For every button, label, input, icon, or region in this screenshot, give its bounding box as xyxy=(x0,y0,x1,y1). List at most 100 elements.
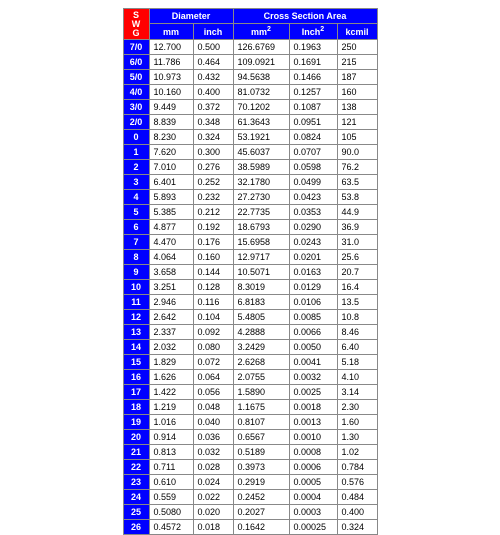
cell-mm2: 70.1202 xyxy=(233,100,289,115)
cell-inch: 0.160 xyxy=(193,250,233,265)
cell-inch: 0.144 xyxy=(193,265,233,280)
cell-mm: 11.786 xyxy=(149,55,193,70)
cell-swg: 0 xyxy=(123,130,149,145)
cell-mm2: 8.3019 xyxy=(233,280,289,295)
cell-inch: 0.348 xyxy=(193,115,233,130)
cell-kcmil: 1.30 xyxy=(337,430,377,445)
wire-gauge-table: SWG Diameter Cross Section Area mm inch … xyxy=(123,8,378,535)
cell-kcmil: 25.6 xyxy=(337,250,377,265)
cell-inch: 0.464 xyxy=(193,55,233,70)
cell-mm: 0.5080 xyxy=(149,505,193,520)
cell-inch2: 0.0201 xyxy=(289,250,337,265)
table-row: 84.0640.16012.97170.020125.6 xyxy=(123,250,377,265)
cell-mm2: 3.2429 xyxy=(233,340,289,355)
cell-mm2: 15.6958 xyxy=(233,235,289,250)
header-diameter: Diameter xyxy=(149,9,233,24)
cell-swg: 5 xyxy=(123,205,149,220)
cell-kcmil: 2.30 xyxy=(337,400,377,415)
table-row: 220.7110.0280.39730.00060.784 xyxy=(123,460,377,475)
cell-inch2: 0.1087 xyxy=(289,100,337,115)
cell-mm: 1.422 xyxy=(149,385,193,400)
cell-inch: 0.128 xyxy=(193,280,233,295)
table-row: 142.0320.0803.24290.00506.40 xyxy=(123,340,377,355)
cell-kcmil: 1.60 xyxy=(337,415,377,430)
cell-swg: 14 xyxy=(123,340,149,355)
table-row: 55.3850.21222.77350.035344.9 xyxy=(123,205,377,220)
cell-mm2: 32.1780 xyxy=(233,175,289,190)
cell-kcmil: 105 xyxy=(337,130,377,145)
cell-inch: 0.192 xyxy=(193,220,233,235)
cell-kcmil: 16.4 xyxy=(337,280,377,295)
cell-mm2: 4.2888 xyxy=(233,325,289,340)
cell-mm: 10.160 xyxy=(149,85,193,100)
wire-gauge-table-container: SWG Diameter Cross Section Area mm inch … xyxy=(123,8,378,500)
table-row: 171.4220.0561.58900.00253.14 xyxy=(123,385,377,400)
cell-kcmil: 187 xyxy=(337,70,377,85)
cell-mm: 1.626 xyxy=(149,370,193,385)
cell-inch2: 0.0499 xyxy=(289,175,337,190)
cell-inch: 0.400 xyxy=(193,85,233,100)
table-row: 64.8770.19218.67930.029036.9 xyxy=(123,220,377,235)
cell-mm: 5.385 xyxy=(149,205,193,220)
cell-mm2: 5.4805 xyxy=(233,310,289,325)
cell-swg: 6 xyxy=(123,220,149,235)
cell-inch: 0.212 xyxy=(193,205,233,220)
cell-mm2: 81.0732 xyxy=(233,85,289,100)
cell-inch: 0.072 xyxy=(193,355,233,370)
cell-swg: 17 xyxy=(123,385,149,400)
table-row: 103.2510.1288.30190.012916.4 xyxy=(123,280,377,295)
cell-swg: 7/0 xyxy=(123,40,149,55)
cell-mm2: 18.6793 xyxy=(233,220,289,235)
cell-mm2: 0.2919 xyxy=(233,475,289,490)
cell-swg: 23 xyxy=(123,475,149,490)
cell-inch2: 0.0005 xyxy=(289,475,337,490)
cell-inch: 0.300 xyxy=(193,145,233,160)
cell-kcmil: 6.40 xyxy=(337,340,377,355)
cell-inch: 0.024 xyxy=(193,475,233,490)
cell-inch: 0.032 xyxy=(193,445,233,460)
table-body: 7/012.7000.500126.67690.19632506/011.786… xyxy=(123,40,377,535)
cell-swg: 2/0 xyxy=(123,115,149,130)
cell-inch2: 0.0598 xyxy=(289,160,337,175)
cell-inch2: 0.1691 xyxy=(289,55,337,70)
cell-kcmil: 215 xyxy=(337,55,377,70)
cell-mm: 1.829 xyxy=(149,355,193,370)
cell-swg: 12 xyxy=(123,310,149,325)
cell-mm: 8.839 xyxy=(149,115,193,130)
cell-inch: 0.036 xyxy=(193,430,233,445)
cell-mm: 10.973 xyxy=(149,70,193,85)
cell-mm2: 22.7735 xyxy=(233,205,289,220)
cell-inch: 0.080 xyxy=(193,340,233,355)
cell-kcmil: 0.576 xyxy=(337,475,377,490)
cell-mm2: 1.5890 xyxy=(233,385,289,400)
cell-inch2: 0.0003 xyxy=(289,505,337,520)
cell-mm2: 2.6268 xyxy=(233,355,289,370)
cell-mm: 0.4572 xyxy=(149,520,193,535)
header-inch2: Inch2 xyxy=(289,24,337,40)
cell-kcmil: 4.10 xyxy=(337,370,377,385)
cell-mm2: 45.6037 xyxy=(233,145,289,160)
cell-inch2: 0.0290 xyxy=(289,220,337,235)
cell-swg: 19 xyxy=(123,415,149,430)
cell-inch2: 0.1257 xyxy=(289,85,337,100)
cell-inch: 0.324 xyxy=(193,130,233,145)
table-row: 191.0160.0400.81070.00131.60 xyxy=(123,415,377,430)
cell-swg: 21 xyxy=(123,445,149,460)
table-row: 112.9460.1166.81830.010613.5 xyxy=(123,295,377,310)
cell-inch2: 0.0085 xyxy=(289,310,337,325)
cell-inch2: 0.0025 xyxy=(289,385,337,400)
cell-swg: 1 xyxy=(123,145,149,160)
cell-mm2: 0.6567 xyxy=(233,430,289,445)
table-row: 151.8290.0722.62680.00415.18 xyxy=(123,355,377,370)
cell-swg: 15 xyxy=(123,355,149,370)
cell-inch: 0.276 xyxy=(193,160,233,175)
table-row: 6/011.7860.464109.09210.1691215 xyxy=(123,55,377,70)
cell-swg: 6/0 xyxy=(123,55,149,70)
cell-swg: 18 xyxy=(123,400,149,415)
table-row: 27.0100.27638.59890.059876.2 xyxy=(123,160,377,175)
cell-inch2: 0.0004 xyxy=(289,490,337,505)
table-row: 93.6580.14410.50710.016320.7 xyxy=(123,265,377,280)
cell-swg: 8 xyxy=(123,250,149,265)
cell-inch: 0.022 xyxy=(193,490,233,505)
cell-mm: 4.064 xyxy=(149,250,193,265)
